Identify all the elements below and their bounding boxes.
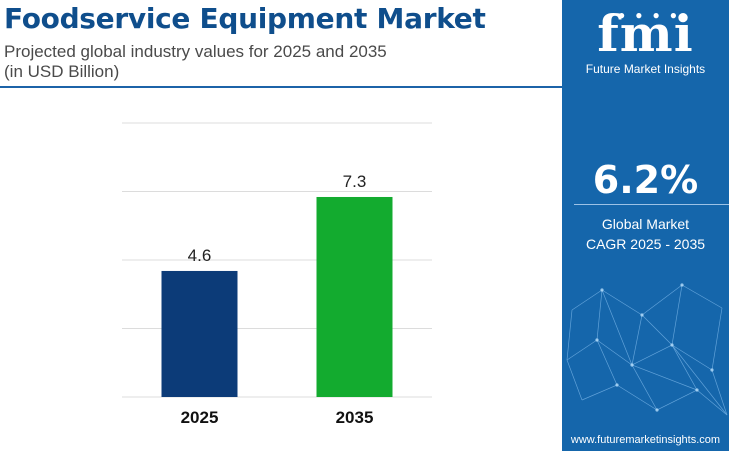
data-label-2025: 4.6 [188,246,212,265]
cagr-label-line-1: Global Market [601,216,690,232]
cagr-label: Global Market CAGR 2025 - 2035 [562,214,729,254]
chart-subtitle: Projected global industry values for 202… [4,42,524,82]
data-label-2035: 7.3 [343,172,367,191]
leaf-dot-icon: ● [618,8,636,22]
sidebar-panel: ●●●● fmi Future Market Insights 6.2% Glo… [562,0,729,451]
fish-dot-icon: ● [635,8,653,22]
logo-icon-row: ●●●● [618,8,687,22]
website-link[interactable]: www.futuremarketinsights.com [570,434,721,446]
subtitle-line-1: Projected global industry values for 202… [4,42,387,61]
cagr-divider [574,204,729,205]
fmi-logo: ●●●● fmi Future Market Insights [562,4,729,77]
bar-2035 [316,196,393,397]
subtitle-line-2: (in USD Billion) [4,62,120,81]
logo-text: Future Market Insights [585,62,706,76]
bar-chart: 4.6 2025 7.3 2035 [122,122,432,427]
network-decoration [566,283,728,416]
person-dot-icon: ● [652,8,670,22]
header-divider [0,86,562,88]
chart-title: Foodservice Equipment Market [4,2,486,35]
logo-mark: fmi [597,4,694,63]
bird-dot-icon: ● [669,8,687,22]
x-tick-label-2025: 2025 [181,408,219,427]
bar-2025 [161,270,238,397]
cagr-value: 6.2% [592,158,699,202]
x-tick-label-2035: 2035 [336,408,374,427]
cagr-label-line-2: CAGR 2025 - 2035 [585,236,706,252]
